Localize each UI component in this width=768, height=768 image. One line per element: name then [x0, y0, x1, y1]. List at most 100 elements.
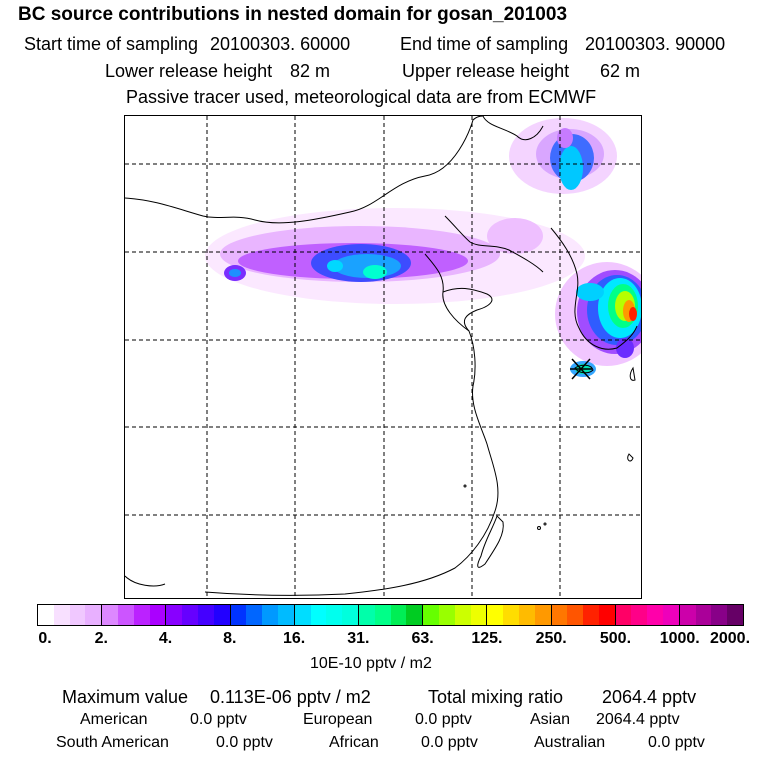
colorbar-segment: [615, 605, 680, 625]
colorbar-tick-label: 2.: [94, 630, 108, 647]
colorbar-segment: [38, 605, 103, 625]
colorbar-swatch: [262, 605, 278, 625]
region-name: Australian: [534, 734, 606, 751]
colorbar-swatch: [663, 605, 679, 625]
colorbar-swatch: [230, 605, 247, 625]
end-time-label: End time of sampling: [400, 34, 569, 54]
max-value: 0.113E-06 pptv / m2: [210, 687, 371, 707]
colorbar-tick-label: 0.: [38, 630, 52, 647]
colorbar-swatch: [310, 605, 327, 625]
colorbar-segment: [679, 605, 744, 625]
colorbar-swatch: [182, 605, 198, 625]
lat-lon-grid: [125, 116, 641, 598]
region-name: South American: [56, 734, 169, 751]
colorbar-swatch: [390, 605, 407, 625]
colorbar-swatch: [423, 605, 439, 625]
colorbar-swatch: [69, 605, 86, 625]
colorbar-swatch: [326, 605, 343, 625]
colorbar-swatch: [197, 605, 214, 625]
colorbar-swatch: [551, 605, 568, 625]
colorbar-swatch: [679, 605, 696, 625]
max-value-label: Maximum value: [62, 687, 189, 707]
colorbar-swatch: [102, 605, 118, 625]
colorbar-tick-label: 500.: [599, 630, 632, 647]
colorbar-swatch: [727, 605, 744, 625]
colorbar-swatch: [166, 605, 183, 625]
colorbar-swatch: [246, 605, 263, 625]
colorbar-swatch: [38, 605, 54, 625]
colorbar-swatch: [53, 605, 70, 625]
colorbar-tick-label: 63.: [411, 630, 434, 647]
receptor-marker-icon: [570, 358, 592, 380]
colorbar-swatch: [358, 605, 375, 625]
colorbar-swatch: [631, 605, 648, 625]
colorbar-swatch: [695, 605, 712, 625]
colorbar-segment: [294, 605, 359, 625]
upper-release-label: Upper release height: [402, 61, 570, 81]
colorbar-tick-label: 125.: [471, 630, 503, 647]
colorbar-swatch: [406, 605, 423, 625]
colorbar-swatch: [534, 605, 551, 625]
map-canvas: [125, 116, 641, 598]
colorbar-swatch: [85, 605, 102, 625]
colorbar-swatch: [454, 605, 471, 625]
colorbar-swatch: [518, 605, 535, 625]
total-mixing-value: 2064.4 pptv: [602, 687, 697, 707]
colorbar-swatch: [567, 605, 584, 625]
colorbar-swatch: [647, 605, 664, 625]
lower-release-value: 82 m: [290, 61, 331, 81]
colorbar-swatch: [598, 605, 615, 625]
concentration-field: [205, 118, 641, 377]
map-title: BC source contributions in nested domain…: [18, 4, 568, 25]
upper-release-value: 62 m: [600, 61, 641, 81]
colorbar: [37, 604, 744, 626]
colorbar-swatch: [503, 605, 519, 625]
colorbar-segment: [551, 605, 616, 625]
colorbar-tick-label: 2000.: [709, 630, 751, 647]
colorbar-swatch: [117, 605, 134, 625]
colorbar-tick-label: 16.: [282, 630, 306, 647]
region-name: American: [80, 711, 148, 728]
lower-release-label: Lower release height: [105, 61, 273, 81]
colorbar-swatch: [213, 605, 230, 625]
colorbar-swatch: [487, 605, 504, 625]
region-name: African: [329, 734, 379, 751]
colorbar-tick-label: 250.: [535, 630, 567, 647]
region-value: 0.0 pptv: [190, 711, 247, 728]
colorbar-segment: [423, 605, 488, 625]
region-name: Asian: [530, 711, 571, 728]
region-name: European: [303, 711, 373, 728]
colorbar-unit: 10E-10 pptv / m2: [310, 655, 432, 672]
total-mixing-label: Total mixing ratio: [428, 687, 564, 707]
colorbar-swatch: [438, 605, 455, 625]
region-value: 0.0 pptv: [421, 734, 478, 751]
colorbar-swatch: [711, 605, 728, 625]
colorbar-swatch: [133, 605, 150, 625]
colorbar-tick-label: 8.: [223, 630, 237, 647]
region-value: 0.0 pptv: [216, 734, 273, 751]
colorbar-swatch: [342, 605, 358, 625]
region-value: 0.0 pptv: [648, 734, 705, 751]
colorbar-segment: [102, 605, 167, 625]
colorbar-tick-label: 31.: [347, 630, 370, 647]
coastlines: [125, 116, 638, 596]
colorbar-segment: [358, 605, 424, 625]
region-value: 0.0 pptv: [415, 711, 472, 728]
colorbar-swatch: [470, 605, 487, 625]
colorbar-swatch: [277, 605, 294, 625]
tracer-note: Passive tracer used, meteorological data…: [126, 87, 597, 107]
colorbar-tick-label: 4.: [158, 630, 173, 647]
end-time-value: 20100303. 90000: [585, 34, 726, 54]
colorbar-segment: [166, 605, 231, 625]
colorbar-segment: [230, 605, 295, 625]
colorbar-swatch: [294, 605, 311, 625]
colorbar-segment: [487, 605, 552, 625]
colorbar-swatch: [583, 605, 599, 625]
region-value: 2064.4 pptv: [596, 711, 680, 728]
colorbar-tick-label: 1000.: [659, 630, 700, 647]
colorbar-swatch: [374, 605, 391, 625]
start-time-label: Start time of sampling: [24, 34, 199, 54]
start-time-value: 20100303. 60000: [210, 34, 351, 54]
colorbar-swatch: [615, 605, 632, 625]
colorbar-swatch: [149, 605, 166, 625]
